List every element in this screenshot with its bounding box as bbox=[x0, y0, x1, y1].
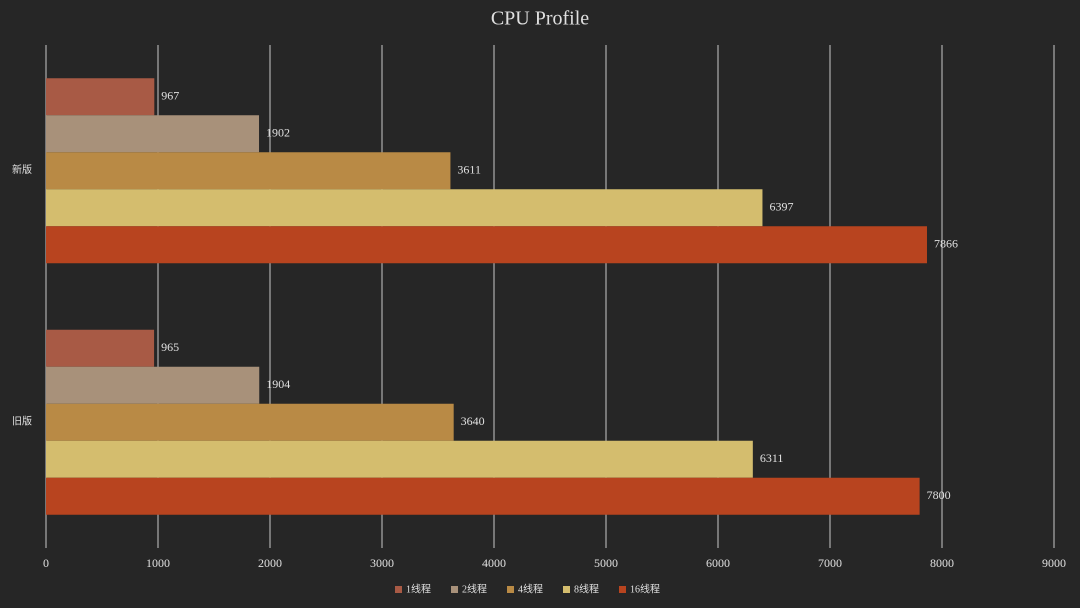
data-label: 967 bbox=[161, 89, 179, 103]
y-tick-label: 新版 bbox=[12, 163, 32, 176]
legend-label: 2线程 bbox=[462, 582, 487, 595]
x-tick-label: 0 bbox=[43, 556, 49, 570]
bar bbox=[46, 329, 155, 367]
data-label: 6311 bbox=[760, 451, 784, 465]
legend-label: 8线程 bbox=[574, 582, 599, 595]
legend-swatch bbox=[451, 586, 458, 593]
x-tick-label: 2000 bbox=[258, 556, 282, 570]
x-tick-label: 4000 bbox=[482, 556, 506, 570]
x-tick-label: 1000 bbox=[146, 556, 170, 570]
bar bbox=[46, 366, 260, 404]
data-label: 6397 bbox=[769, 200, 793, 214]
legend-swatch bbox=[619, 586, 626, 593]
bar bbox=[46, 152, 451, 190]
bar bbox=[46, 226, 927, 264]
data-label: 1904 bbox=[266, 377, 290, 391]
legend-label: 16线程 bbox=[630, 582, 660, 595]
data-label: 965 bbox=[161, 340, 179, 354]
data-label: 3640 bbox=[461, 414, 485, 428]
legend-swatch bbox=[395, 586, 402, 593]
bar bbox=[46, 440, 753, 478]
data-label: 7800 bbox=[927, 488, 951, 502]
legend-swatch bbox=[563, 586, 570, 593]
y-tick-label: 旧版 bbox=[12, 415, 32, 428]
x-tick-label: 8000 bbox=[930, 556, 954, 570]
bar bbox=[46, 477, 920, 515]
x-tick-label: 6000 bbox=[706, 556, 730, 570]
data-label: 1902 bbox=[266, 126, 290, 140]
data-label: 7866 bbox=[934, 237, 958, 251]
bar bbox=[46, 78, 155, 116]
legend-swatch bbox=[507, 586, 514, 593]
chart-title: CPU Profile bbox=[491, 8, 589, 30]
data-label: 3611 bbox=[457, 163, 481, 177]
bar bbox=[46, 189, 763, 227]
x-tick-label: 7000 bbox=[818, 556, 842, 570]
x-tick-label: 3000 bbox=[370, 556, 394, 570]
bar bbox=[46, 403, 454, 441]
legend-label: 1线程 bbox=[406, 582, 431, 595]
x-tick-label: 9000 bbox=[1042, 556, 1066, 570]
x-tick-label: 5000 bbox=[594, 556, 618, 570]
legend-label: 4线程 bbox=[518, 582, 543, 595]
bar bbox=[46, 115, 260, 153]
